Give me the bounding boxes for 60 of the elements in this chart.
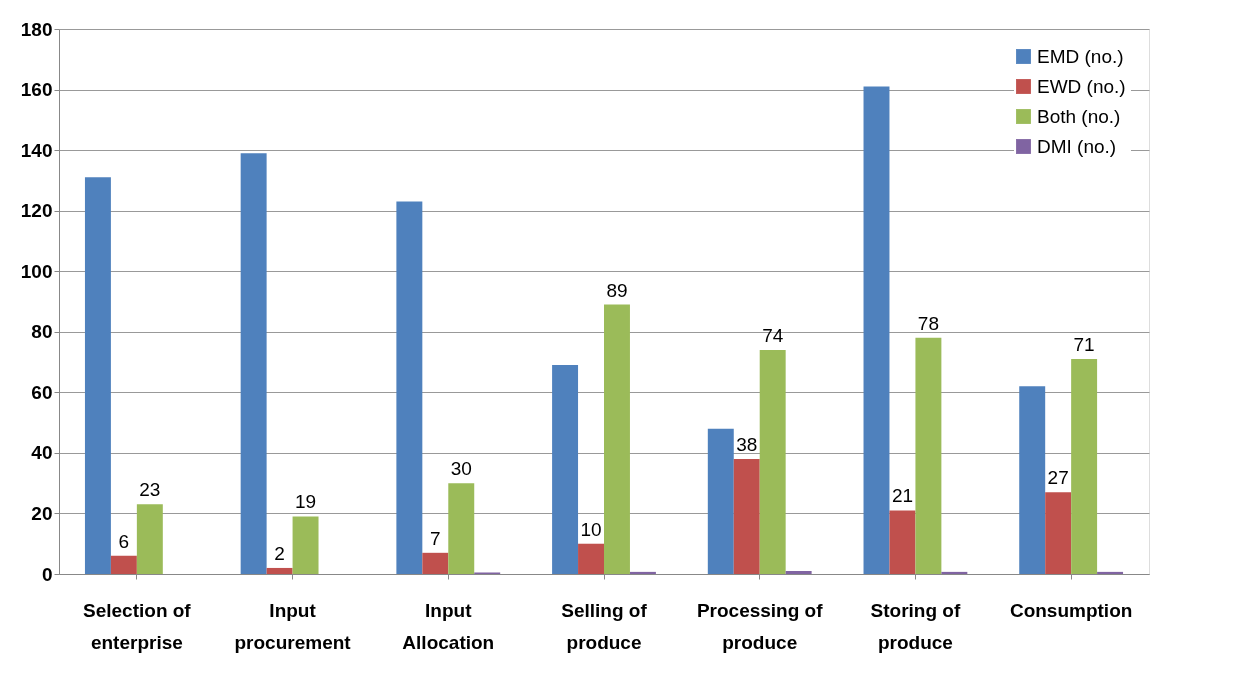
x-tick-label: Selling of produce <box>561 599 648 653</box>
bar <box>785 570 812 574</box>
legend-label: EMD (no.) <box>1037 45 1124 67</box>
legend-label: DMI (no.) <box>1037 135 1117 157</box>
bar <box>759 349 786 574</box>
data-label: 27 <box>1047 467 1069 489</box>
legend-label: EWD (no.) <box>1037 75 1126 97</box>
x-tick-label: Processing of produce <box>696 599 824 653</box>
data-label: 23 <box>139 479 161 501</box>
y-tick-label: 80 <box>31 321 53 343</box>
data-label: 74 <box>762 324 784 346</box>
bar <box>733 458 760 574</box>
bar <box>1097 571 1124 574</box>
y-tick-label: 40 <box>31 442 53 464</box>
x-tick-label: Selection of enterprise <box>83 599 192 653</box>
y-tick-label: 100 <box>20 260 53 282</box>
bar <box>1071 359 1098 574</box>
bar <box>292 516 319 574</box>
bar <box>422 552 449 574</box>
bar <box>915 337 942 574</box>
data-label: 19 <box>294 491 317 513</box>
data-label: 78 <box>917 312 939 334</box>
bar <box>1019 386 1046 574</box>
data-label: 21 <box>891 485 914 507</box>
data-label: 6 <box>118 530 130 552</box>
y-tick-label: 160 <box>20 79 53 101</box>
bar <box>266 567 293 574</box>
y-tick-label: 140 <box>20 139 53 161</box>
bar <box>84 177 111 574</box>
x-tick-label: Storing of produce <box>870 599 961 653</box>
bar <box>863 86 890 574</box>
bar <box>707 428 734 574</box>
data-label: 30 <box>450 458 472 480</box>
y-tick-label: 20 <box>31 502 53 524</box>
bar <box>604 304 630 574</box>
bar <box>941 571 968 574</box>
data-label: 7 <box>430 527 441 549</box>
bar <box>396 201 423 574</box>
bar <box>552 365 579 574</box>
bar <box>889 510 916 574</box>
bar <box>448 483 475 574</box>
y-tick-label: 60 <box>31 381 53 403</box>
data-label: 10 <box>580 518 602 540</box>
legend-label: Both (no.) <box>1037 105 1121 127</box>
bar <box>578 543 604 574</box>
data-label: 38 <box>736 433 758 455</box>
y-tick-label: 120 <box>20 200 53 222</box>
x-tick-label: Input Allocation <box>402 599 495 653</box>
data-label: 2 <box>274 542 285 564</box>
data-label: 71 <box>1073 334 1095 356</box>
bar <box>110 555 137 574</box>
x-tick-label: Input procurement <box>234 599 352 653</box>
y-tick-label: 0 <box>41 563 53 585</box>
y-tick-label: 180 <box>20 18 53 40</box>
x-tick-label: Consumption <box>1009 599 1133 621</box>
bar <box>1045 492 1072 574</box>
bar <box>629 571 656 574</box>
bar <box>136 504 163 574</box>
data-label: 89 <box>606 279 628 301</box>
bar <box>240 153 267 574</box>
